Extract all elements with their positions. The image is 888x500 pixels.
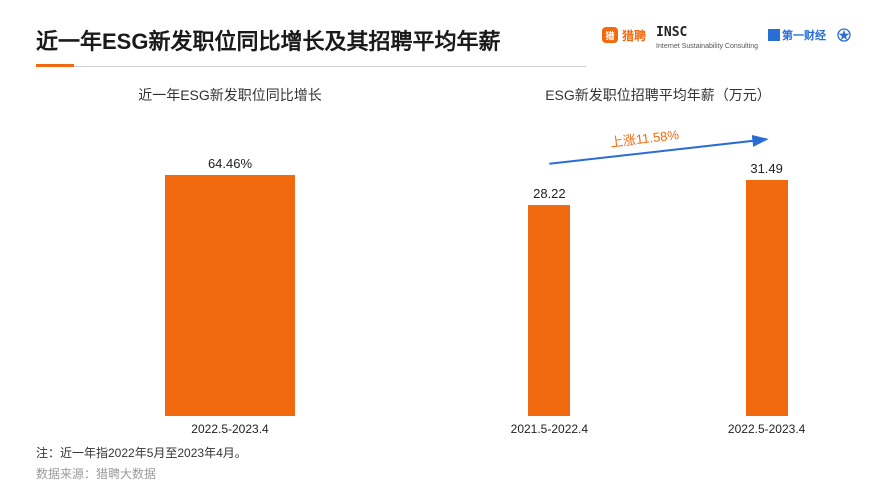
caijing-text: 第一财经 bbox=[782, 27, 826, 43]
bar-category-label: 2022.5-2023.4 bbox=[728, 422, 805, 436]
header: 近一年ESG新发职位同比增长及其招聘平均年薪 猎 猎聘 INSC Interne… bbox=[36, 24, 852, 67]
bar-value-label: 64.46% bbox=[208, 156, 252, 171]
gear-logo bbox=[836, 26, 852, 44]
right-chart-plot: 28.222021.5-2022.431.492022.5-2023.4上涨11… bbox=[464, 119, 852, 436]
insc-text: INSC bbox=[656, 26, 687, 39]
data-source: 数据来源：猎聘大数据 bbox=[36, 465, 852, 482]
left-chart: 近一年ESG新发职位同比增长 64.46% 2022.5-2023.4 bbox=[36, 85, 424, 436]
caijing-icon bbox=[768, 29, 780, 41]
slide: 近一年ESG新发职位同比增长及其招聘平均年薪 猎 猎聘 INSC Interne… bbox=[0, 0, 888, 500]
liepin-text: 猎聘 bbox=[622, 27, 646, 44]
bar bbox=[165, 175, 295, 416]
trend-arrow bbox=[464, 119, 852, 419]
liepin-logo: 猎 猎聘 bbox=[602, 26, 646, 44]
charts-row: 近一年ESG新发职位同比增长 64.46% 2022.5-2023.4 ESG新发… bbox=[36, 67, 852, 436]
left-chart-plot: 64.46% 2022.5-2023.4 bbox=[36, 119, 424, 436]
insc-sub: Internet Sustainability Consulting bbox=[656, 43, 758, 50]
bar-category-label: 2021.5-2022.4 bbox=[511, 422, 588, 436]
right-chart-title: ESG新发职位招聘平均年薪（万元） bbox=[545, 85, 771, 105]
gear-icon bbox=[836, 27, 852, 43]
left-chart-title: 近一年ESG新发职位同比增长 bbox=[138, 85, 322, 105]
right-chart: ESG新发职位招聘平均年薪（万元） 28.222021.5-2022.431.4… bbox=[464, 85, 852, 436]
page-title: 近一年ESG新发职位同比增长及其招聘平均年薪 bbox=[36, 24, 586, 67]
logo-bar: 猎 猎聘 INSC Internet Sustainability Consul… bbox=[602, 24, 852, 44]
insc-logo: INSC Internet Sustainability Consulting bbox=[656, 26, 758, 44]
footnote: 注：近一年指2022年5月至2023年4月。 bbox=[36, 444, 852, 461]
liepin-icon: 猎 bbox=[602, 27, 618, 43]
caijing-logo: 第一财经 bbox=[768, 26, 826, 44]
bar-category-label: 2022.5-2023.4 bbox=[191, 422, 268, 436]
